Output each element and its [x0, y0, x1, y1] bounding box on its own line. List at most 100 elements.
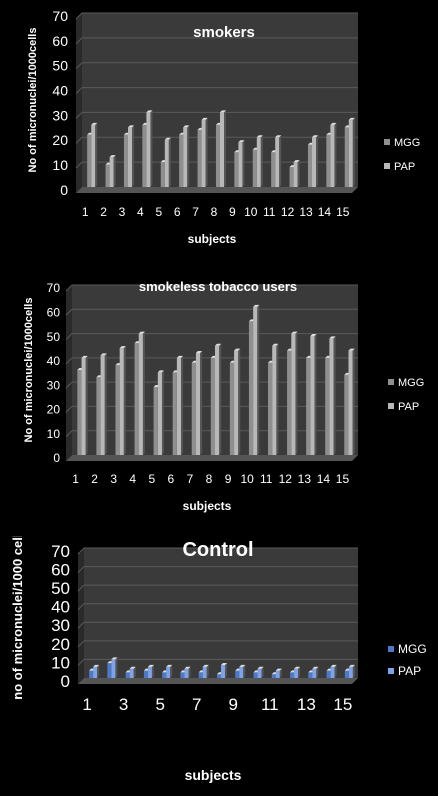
bar-PAP-9 — [239, 664, 246, 678]
x-tick-label: 15 — [336, 205, 350, 219]
bar-top — [202, 664, 209, 667]
bar-face — [180, 672, 185, 678]
legend-swatch — [384, 163, 390, 169]
y-tick-label: 30 — [51, 616, 70, 635]
bar-PAP-13 — [312, 666, 319, 678]
legend-swatch — [384, 139, 390, 145]
bar-side — [352, 348, 355, 455]
bar-top — [91, 122, 98, 125]
bar-face — [202, 666, 207, 678]
legend-item-MGG: MGG — [384, 137, 420, 149]
x-tick-label: 7 — [187, 472, 194, 486]
bar-side — [261, 666, 264, 678]
bar-side — [219, 343, 222, 455]
y-tick-label: 60 — [47, 305, 61, 319]
bar-PAP-3 — [119, 346, 126, 455]
plot-area — [84, 548, 358, 678]
x-tick-label: 12 — [281, 205, 295, 219]
bar-top — [119, 346, 126, 349]
bar-PAP-7 — [202, 664, 209, 678]
bar-PAP-6 — [176, 355, 184, 455]
bar-top — [138, 331, 145, 334]
bar-face — [306, 357, 311, 455]
bar-PAP-3 — [128, 125, 135, 187]
bar-side — [314, 334, 317, 455]
bar-side — [170, 664, 173, 678]
bar-PAP-10 — [257, 666, 264, 678]
x-tick-label: 4 — [137, 205, 144, 219]
bar-top — [256, 135, 263, 138]
bar-face — [289, 167, 294, 187]
x-tick-label: 3 — [119, 205, 126, 219]
bar-face — [77, 370, 82, 455]
bar-face — [166, 666, 171, 678]
legend-item-PAP: PAP — [388, 401, 419, 413]
bar-top — [310, 334, 317, 336]
plot-floor — [76, 187, 358, 193]
bar-top — [253, 304, 260, 307]
bar-PAP-1 — [81, 355, 88, 455]
gridline-side — [77, 584, 85, 592]
bar-side — [257, 304, 260, 455]
bar-PAP-2 — [100, 353, 107, 455]
bar-top — [238, 140, 245, 143]
bar-face — [146, 112, 151, 187]
bar-face — [91, 124, 96, 187]
bar-top — [201, 117, 208, 120]
bar-face — [191, 362, 196, 455]
x-tick-label: 13 — [297, 695, 316, 714]
gridline-side — [75, 136, 83, 144]
bar-face — [93, 666, 98, 678]
bar-face — [176, 357, 182, 455]
legend-label: MGG — [398, 377, 424, 389]
bar-face — [216, 674, 221, 678]
bar-face — [197, 129, 202, 187]
bar-face — [291, 333, 296, 455]
gridline-side — [75, 37, 83, 45]
bar-face — [307, 144, 312, 187]
bar-face — [330, 124, 335, 187]
x-tick-label: 8 — [211, 205, 218, 219]
bar-PAP-6 — [183, 125, 190, 187]
bar-face — [157, 372, 162, 455]
bar-side — [224, 110, 227, 187]
bar-top — [294, 666, 301, 669]
chart-title: smokers — [193, 24, 255, 41]
bar-PAP-15 — [348, 348, 355, 455]
bar-side — [181, 355, 184, 455]
bar-face — [100, 355, 105, 455]
bar-top — [348, 664, 355, 667]
y-tick-label: 10 — [52, 157, 68, 173]
bar-face — [220, 112, 225, 187]
bar-face — [143, 670, 148, 678]
legend-swatch — [388, 668, 394, 674]
bar-face — [125, 672, 130, 678]
bar-face — [325, 357, 330, 455]
bar-face — [344, 670, 349, 678]
bar-top — [330, 664, 337, 667]
bar-PAP-12 — [291, 331, 298, 455]
bar-PAP-11 — [275, 135, 282, 187]
legend-label: PAP — [398, 401, 419, 413]
bar-PAP-2 — [111, 657, 118, 678]
bar-face — [290, 672, 295, 678]
x-tick-label: 9 — [229, 205, 236, 219]
bar-PAP-2 — [109, 155, 116, 187]
plot-floor — [78, 678, 358, 684]
bar-face — [344, 127, 349, 187]
gridline-side — [75, 112, 83, 119]
bar-face — [326, 134, 331, 187]
bar-PAP-8 — [215, 343, 222, 455]
bar-side — [161, 370, 164, 455]
bar-top — [220, 110, 227, 113]
x-tick-label: 2 — [100, 205, 107, 219]
y-tick-label: 20 — [47, 403, 61, 417]
bar-top — [157, 370, 164, 373]
bar-top — [275, 135, 282, 138]
bar-PAP-4 — [146, 110, 153, 187]
legend-item-MGG: MGG — [388, 642, 427, 656]
bar-side — [298, 666, 301, 678]
bar-top — [329, 336, 336, 339]
bar-face — [239, 666, 244, 678]
x-tick-label: 15 — [336, 472, 350, 486]
